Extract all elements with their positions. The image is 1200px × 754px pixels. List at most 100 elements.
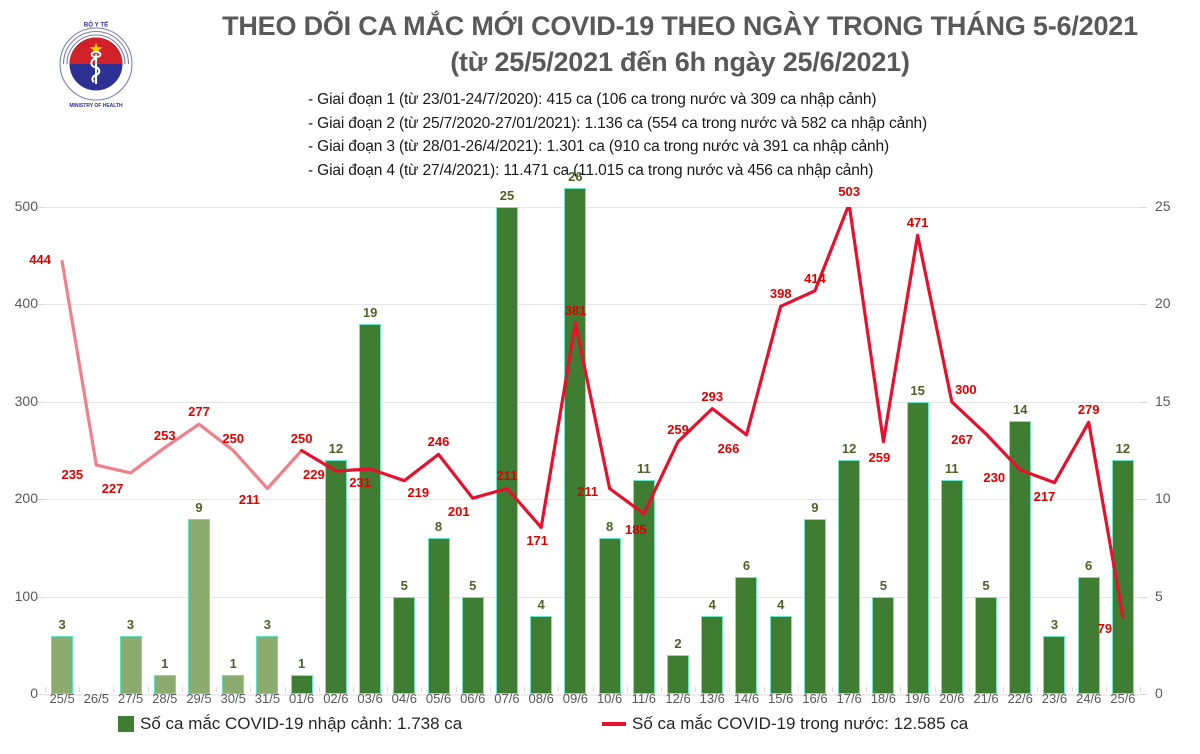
bar-25-5[interactable]	[51, 635, 74, 694]
line-value-label: 201	[447, 504, 470, 520]
line-value-label: 267	[951, 431, 973, 447]
legend-item-domestic: Số ca mắc COVID-19 trong nước: 12.585 ca	[602, 714, 968, 734]
bar-02-6[interactable]	[324, 460, 347, 694]
bar-05-6[interactable]	[427, 538, 450, 694]
bar-06-6[interactable]	[461, 596, 484, 694]
line-value-label: 503	[838, 184, 860, 200]
x-axis-tick	[797, 687, 799, 692]
bar-25-6[interactable]	[1111, 460, 1134, 694]
line-value-label: 259	[868, 449, 891, 465]
x-axis-label-31-5: 31/5	[254, 691, 281, 706]
bar-value-label: 12	[1115, 441, 1131, 457]
x-axis-tick	[250, 687, 252, 692]
chart-header: BỘ Y TẾ MINISTRY OF HEALTH THEO DÕI CA M…	[0, 0, 1200, 190]
bar-value-label: 6	[742, 558, 751, 574]
line-value-label: 230	[983, 469, 1006, 485]
phase-item-2: - Giai đoạn 2 (từ 25/7/2020-27/01/2021):…	[308, 114, 928, 132]
bar-value-label: 3	[1050, 616, 1059, 632]
bar-value-label: 5	[400, 577, 408, 593]
bar-31-5[interactable]	[256, 635, 279, 694]
x-axis-tick	[524, 687, 526, 692]
bar-18-6[interactable]	[872, 596, 895, 694]
line-value-label: 229	[303, 466, 325, 482]
chart-plot-area: 0 100 200 300 400 500 0 5 10 15 20 25 3 3 1 9 1 3 1 12 19 5 8 5…	[0, 169, 1200, 706]
x-axis-tick	[216, 687, 218, 692]
bar-16-6[interactable]	[803, 518, 826, 694]
bar-30-5[interactable]	[222, 674, 245, 694]
bar-value-label: 26	[568, 168, 583, 184]
line-value-label: 471	[906, 215, 929, 231]
bar-value-label: 8	[605, 519, 614, 535]
x-axis-label-28-5: 28/5	[152, 691, 178, 706]
x-axis-label-13-6: 13/6	[699, 691, 725, 706]
line-value-label: 211	[577, 484, 599, 500]
bar-19-6[interactable]	[906, 401, 929, 694]
y-axis-label-right: 10	[1155, 490, 1171, 507]
bar-11-6[interactable]	[632, 479, 655, 694]
x-axis-label-03-6: 03/6	[357, 691, 383, 706]
x-axis-tick	[763, 687, 765, 692]
line-value-label: 79	[1097, 621, 1113, 637]
y-axis-tick-right	[1140, 596, 1147, 598]
x-axis-labels: 25/5 26/5 27/5 28/5 29/5 30/5 31/5 01/6 02/6 03/6…	[45, 687, 1141, 717]
bar-value-label: 9	[195, 499, 203, 515]
bar-22-6[interactable]	[1009, 421, 1032, 694]
bar-value-label: 4	[708, 597, 716, 613]
legend-label-imported: Số ca mắc COVID-19 nhập cảnh: 1.738 ca	[140, 714, 463, 733]
bar-value-label: 15	[910, 382, 925, 398]
bar-04-6[interactable]	[393, 596, 416, 694]
bar-value-label: 12	[328, 441, 344, 457]
bar-10-6[interactable]	[598, 538, 621, 694]
bar-value-label: 5	[879, 577, 887, 593]
line-value-label: 279	[1077, 402, 1100, 418]
x-axis-tick	[1105, 687, 1107, 692]
line-value-label: 185	[624, 521, 647, 537]
x-axis-label-15-6: 15/6	[768, 691, 794, 706]
x-axis-tick	[489, 687, 491, 692]
bar-01-6[interactable]	[290, 674, 313, 694]
gridline	[45, 207, 1140, 208]
bar-value-label: 5	[469, 577, 477, 593]
x-axis-label-25-6: 25/6	[1110, 691, 1136, 706]
svg-text:MINISTRY OF HEALTH: MINISTRY OF HEALTH	[69, 103, 123, 109]
x-axis-label-10-6: 10/6	[596, 691, 623, 706]
bar-27-5[interactable]	[119, 635, 142, 694]
x-axis-tick	[1003, 687, 1005, 692]
bar-24-6[interactable]	[1077, 577, 1100, 694]
bar-08-6[interactable]	[530, 616, 553, 694]
bar-13-6[interactable]	[701, 616, 724, 694]
category-axis-baseline	[45, 694, 1140, 696]
y-axis-label-left: 400	[14, 295, 38, 312]
ministry-of-health-vietnam-logo: BỘ Y TẾ MINISTRY OF HEALTH	[46, 14, 146, 114]
bar-21-6[interactable]	[975, 596, 998, 694]
bar-29-5[interactable]	[187, 518, 210, 694]
chart-legend: Số ca mắc COVID-19 nhập cảnh: 1.738 ca S…	[0, 706, 1200, 750]
x-axis-tick	[455, 687, 457, 692]
bar-17-6[interactable]	[838, 460, 861, 694]
bar-value-label: 12	[841, 441, 857, 457]
x-axis-tick	[421, 687, 423, 692]
bar-28-5[interactable]	[153, 674, 176, 694]
x-axis-label-16-6: 16/6	[802, 691, 828, 706]
svg-text:BỘ Y TẾ: BỘ Y TẾ	[84, 21, 109, 29]
line-value-label: 246	[427, 434, 450, 450]
x-axis-tick	[592, 687, 594, 692]
bar-12-6[interactable]	[667, 655, 690, 694]
phase-item-4: - Giai đoạn 4 (từ 27/4/2021): 11.471 ca …	[308, 161, 874, 179]
bar-03-6[interactable]	[359, 323, 382, 694]
x-axis-label-20-6: 20/6	[939, 691, 965, 706]
bar-20-6[interactable]	[940, 479, 963, 694]
y-axis-tick-right	[1140, 499, 1147, 501]
bar-15-6[interactable]	[769, 616, 792, 694]
bar-value-label: 19	[362, 304, 378, 320]
bar-07-6[interactable]	[495, 207, 518, 694]
bar-09-6[interactable]	[564, 187, 587, 694]
x-axis-label-12-6: 12/6	[665, 691, 691, 706]
y-axis-tick-left	[38, 694, 45, 695]
x-axis-tick	[45, 687, 46, 692]
x-axis-label-05-6: 05/6	[425, 691, 452, 706]
x-axis-tick	[558, 687, 560, 692]
chart-grid: 0 100 200 300 400 500 0 5 10 15 20 25 3 3 1 9 1 3 1 12 19 5 8 5…	[15, 169, 1171, 701]
bar-14-6[interactable]	[735, 577, 758, 694]
bar-23-6[interactable]	[1043, 635, 1066, 694]
